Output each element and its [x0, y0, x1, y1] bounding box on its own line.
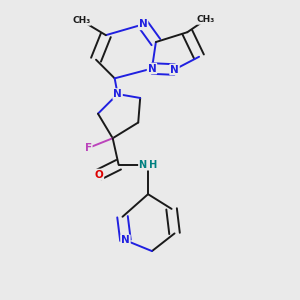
Text: O: O [94, 169, 103, 179]
Text: N: N [121, 235, 130, 245]
Text: CH₃: CH₃ [197, 15, 215, 24]
Text: CH₃: CH₃ [72, 16, 90, 25]
Text: N: N [139, 20, 148, 29]
Text: N: N [170, 64, 179, 74]
Text: F: F [85, 143, 92, 153]
Text: N: N [148, 64, 156, 74]
Text: N: N [113, 89, 122, 99]
Text: N H: N H [139, 160, 157, 170]
